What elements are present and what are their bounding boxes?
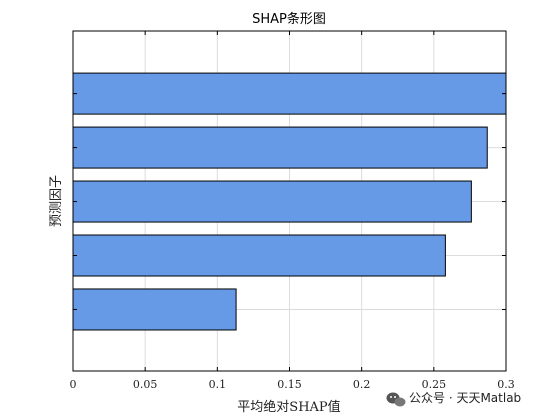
watermark-text: 公众号 · 天天Matlab [409, 391, 521, 405]
wechat-icon [386, 392, 406, 407]
bars [72, 72, 507, 331]
x-tick-label: 0.3 [497, 378, 515, 391]
bar [72, 234, 446, 277]
bar [72, 72, 507, 115]
x-tick-label: 0 [70, 378, 77, 391]
x-axis-label: 平均绝对SHAP值 [237, 399, 340, 415]
bar [72, 126, 488, 169]
x-tick-label: 0.2 [353, 378, 371, 391]
chart-title: SHAP条形图 [252, 11, 326, 27]
x-tick-label: 0.15 [277, 378, 302, 391]
x-tick-label: 0.05 [133, 378, 158, 391]
watermark: 公众号 · 天天Matlab [386, 391, 521, 407]
x-tick-label: 0.1 [209, 378, 227, 391]
axis-ticks [72, 31, 507, 371]
x-tick-label: 0.25 [422, 378, 447, 391]
bar [72, 288, 237, 331]
y-axis-label: 预测因子 [49, 175, 64, 227]
bar [72, 180, 472, 223]
x-tick-labels: 0 0.05 0.1 0.15 0.2 0.25 0.3 [70, 378, 515, 391]
